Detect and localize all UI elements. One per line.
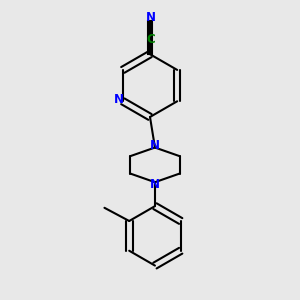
Text: C: C [147, 32, 155, 46]
Text: N: N [150, 139, 160, 152]
Text: N: N [114, 94, 124, 106]
Text: N: N [150, 178, 160, 191]
Text: N: N [146, 11, 156, 24]
